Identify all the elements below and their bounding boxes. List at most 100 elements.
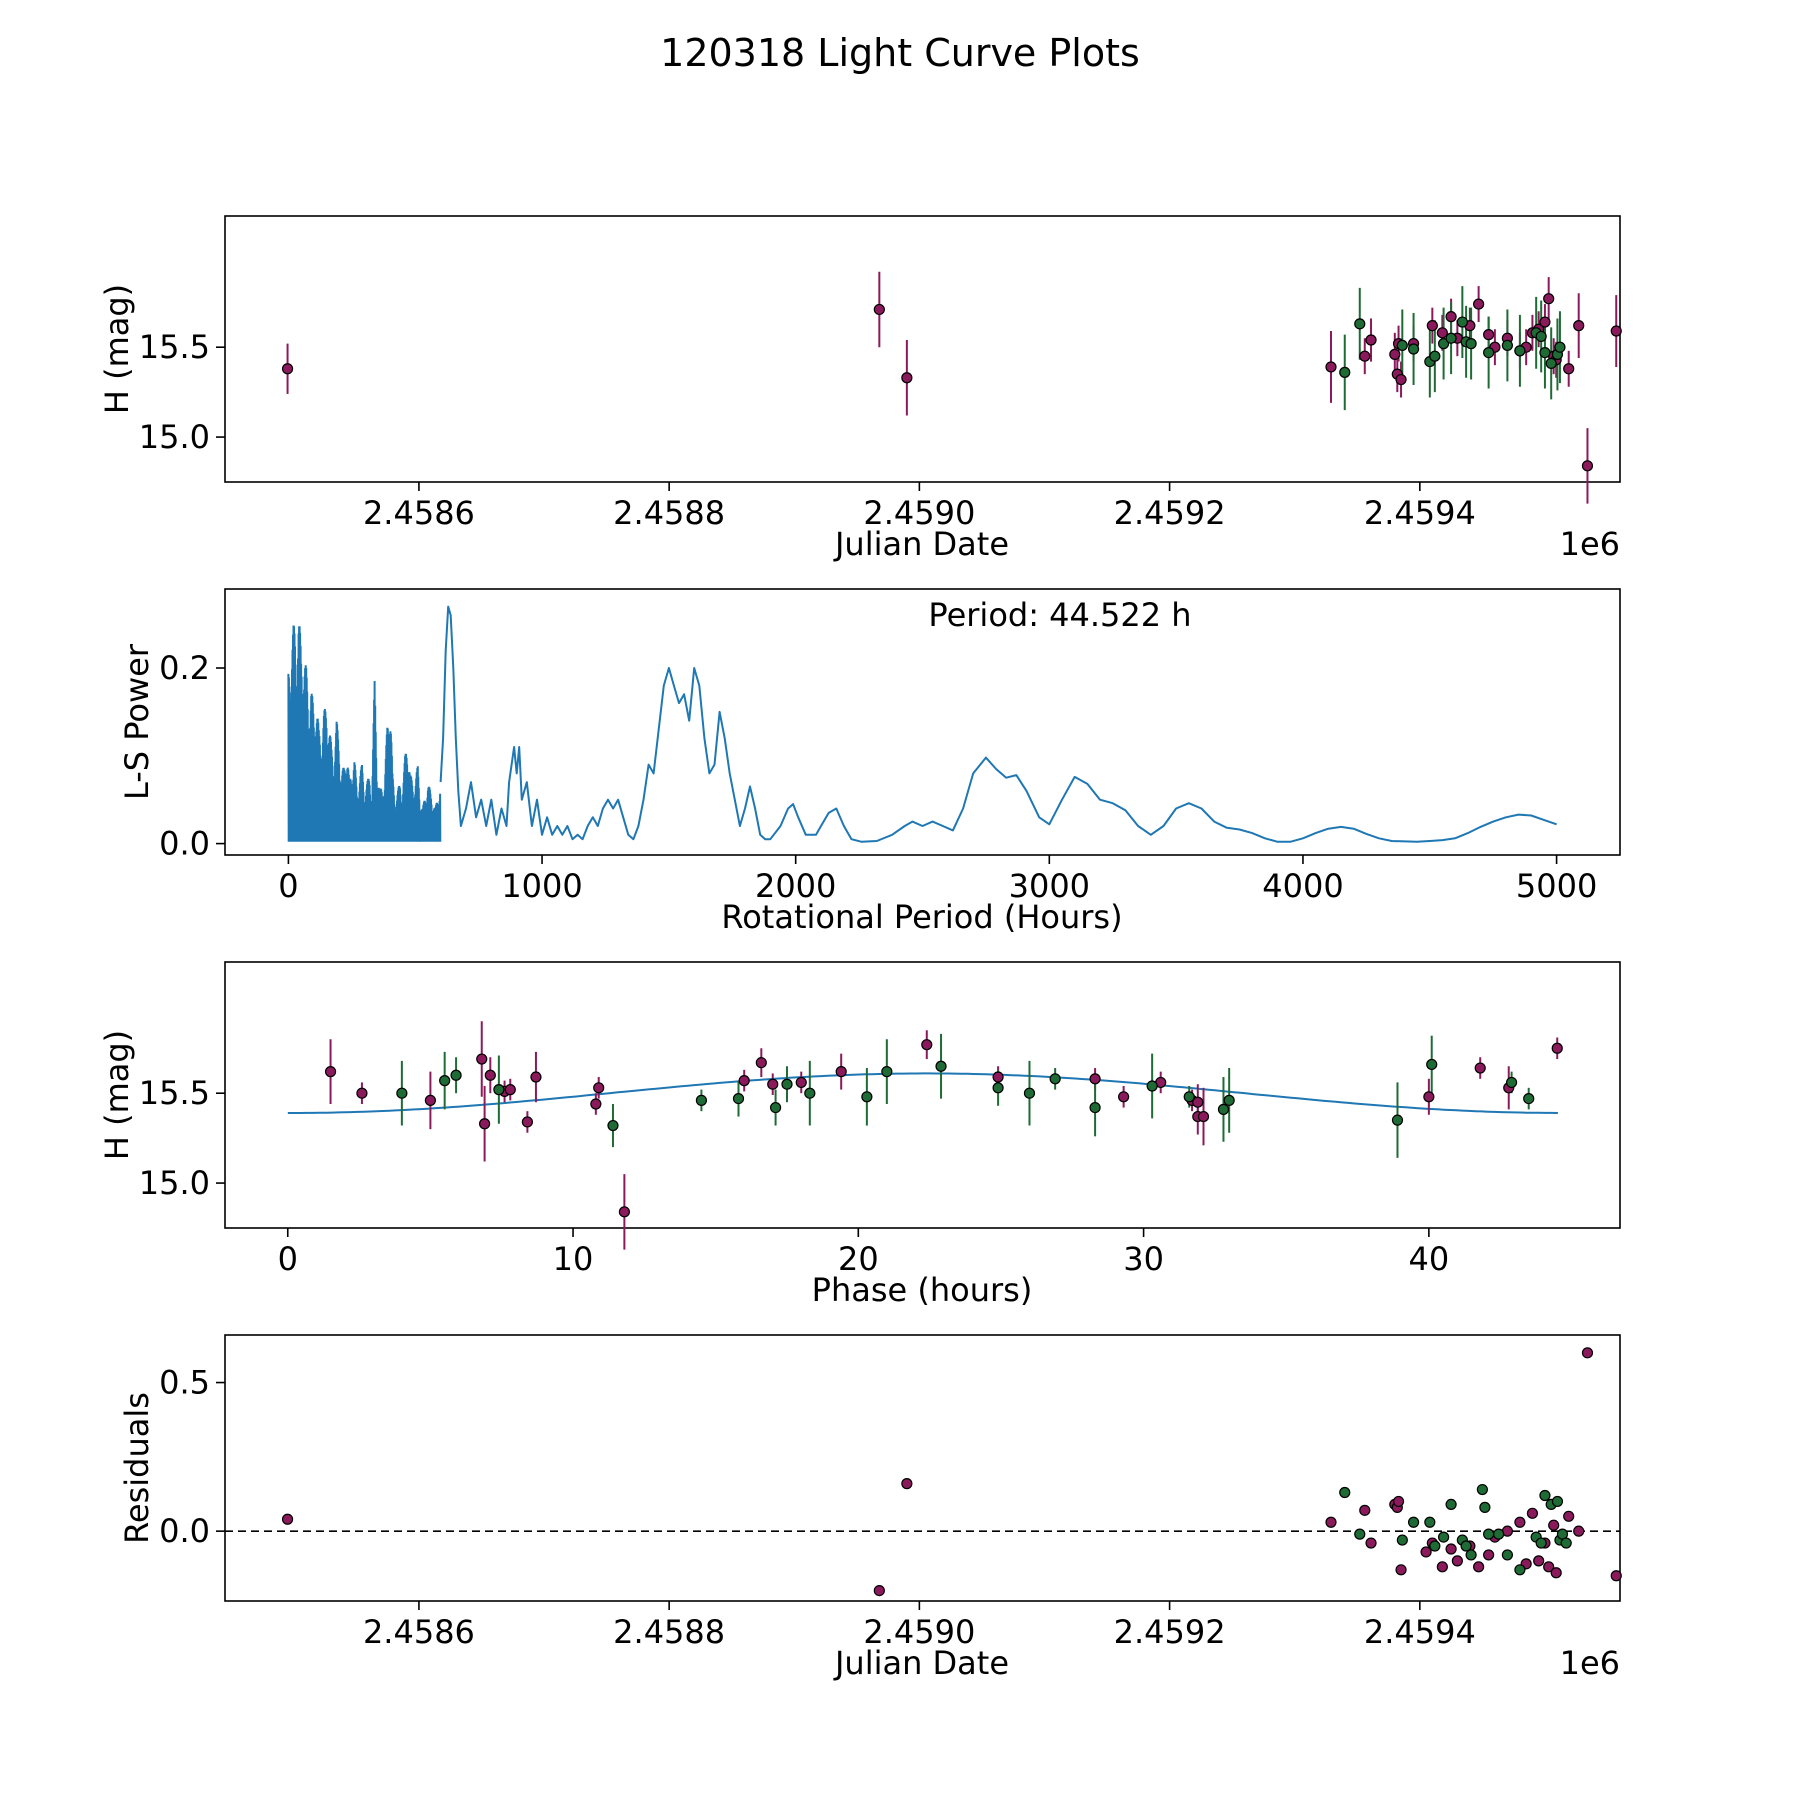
band-b-point [439, 1075, 451, 1087]
figure-title: 120318 Light Curve Plots [660, 31, 1140, 75]
x-tick-label: 0 [278, 867, 298, 905]
band-a-point [1365, 334, 1377, 346]
band-a-point [1423, 1091, 1435, 1103]
band-a-point [1426, 320, 1438, 332]
band-b-point [1354, 318, 1366, 330]
x-tick-label: 2.4592 [1114, 494, 1226, 532]
band-b-point [1501, 339, 1513, 352]
band-a-point [504, 1084, 516, 1096]
band-b-point [1396, 1534, 1408, 1546]
band-a-point [324, 1066, 337, 1078]
y-tick-label: 0.5 [159, 1364, 210, 1402]
x-tick-label: 2.4586 [363, 1613, 475, 1651]
band-a-point [1395, 373, 1407, 386]
band-b-point [396, 1087, 408, 1099]
residuals-marks [225, 1347, 1622, 1597]
band-b-point [1501, 1549, 1513, 1561]
band-a-point [281, 363, 294, 375]
band-a-point [1365, 1537, 1377, 1549]
band-b-point [1146, 1080, 1158, 1092]
band-a-point [1610, 1570, 1622, 1582]
band-b-point [1049, 1073, 1061, 1085]
x-tick-label: 20 [838, 1240, 879, 1278]
band-a-point [1420, 1546, 1432, 1558]
band-b-point [1483, 1528, 1495, 1540]
x-tick-label: 2.4594 [1364, 1613, 1476, 1651]
phase-curve-marks [287, 1021, 1563, 1250]
band-a-point [1543, 293, 1555, 305]
band-a-point [738, 1075, 750, 1087]
band-b-point [1437, 338, 1450, 350]
band-a-point [921, 1039, 933, 1051]
band-a-point [1526, 1507, 1539, 1519]
band-a-point [476, 1053, 488, 1065]
y-tick-label: 15.0 [139, 1164, 210, 1202]
band-b-point [1545, 357, 1557, 369]
residuals-x-label: Julian Date [833, 1644, 1009, 1682]
band-a-point [1436, 327, 1448, 339]
band-b-point [1505, 1076, 1518, 1089]
band-a-point [281, 1513, 294, 1525]
phase-curve-x-label: Phase (hours) [812, 1271, 1033, 1309]
band-a-point [992, 1071, 1004, 1083]
band-a-point [1543, 1561, 1555, 1573]
band-a-point [901, 372, 913, 384]
band-a-point [1118, 1091, 1130, 1103]
band-a-point [356, 1087, 368, 1099]
band-a-point [618, 1206, 630, 1218]
band-b-point [450, 1069, 462, 1081]
light-curve-x-offset: 1e6 [1560, 525, 1620, 563]
band-b-point [1535, 330, 1547, 343]
band-b-point [1456, 316, 1468, 328]
x-tick-label: 2.4588 [613, 1613, 725, 1651]
band-a-point [1581, 1347, 1594, 1359]
band-b-point [1551, 1495, 1564, 1508]
band-b-point [1554, 341, 1566, 353]
phase-curve-axes-frame [224, 961, 1621, 1229]
band-b-point [1493, 1528, 1505, 1540]
band-b-point [1535, 1537, 1547, 1549]
x-tick-label: 2.4590 [863, 1613, 975, 1651]
periodogram-x-label: Rotational Period (Hours) [721, 898, 1122, 936]
light-curve-ticks: 2.4586 2.4588 2.4590 2.4592 2.4594 15.0 15.5 [139, 328, 1476, 532]
residuals-axes-frame [224, 1334, 1621, 1602]
band-b-point [781, 1078, 793, 1090]
band-a-point [1483, 329, 1495, 341]
band-a-point [593, 1082, 605, 1094]
band-a-point [1514, 1516, 1526, 1528]
band-a-point [1548, 1519, 1560, 1531]
band-a-point [1197, 1110, 1210, 1123]
band-b-point [1476, 1483, 1488, 1496]
band-b-point [1445, 1498, 1457, 1511]
periodogram-axes-frame [224, 588, 1621, 856]
band-a-point [1089, 1073, 1101, 1085]
band-b-point [935, 1060, 947, 1072]
band-b-point [1429, 1540, 1441, 1552]
light-curve-x-label: Julian Date [833, 525, 1009, 563]
band-a-point [755, 1057, 767, 1069]
y-tick-label: 0.0 [159, 1512, 210, 1550]
periodogram-ticks: 0 1000 2000 3000 4000 5000 0.0 0.2 [159, 649, 1597, 905]
band-a-point [1473, 298, 1485, 310]
band-a-point [901, 1478, 913, 1490]
band-a-point [873, 303, 885, 316]
band-a-point [484, 1069, 496, 1081]
x-tick-label: 5000 [1516, 867, 1597, 905]
panel-light-curve: 2.4586 2.4588 2.4590 2.4592 2.4594 15.0 15.5 J… [98, 215, 1622, 563]
band-a-point [1395, 1564, 1407, 1576]
light-curve-axes-frame [224, 215, 1621, 483]
x-tick-label: 1000 [501, 867, 582, 905]
x-tick-label: 10 [553, 1240, 594, 1278]
band-a-point [1563, 1510, 1575, 1522]
band-b-point [1514, 1564, 1526, 1576]
band-a-point [521, 1116, 533, 1128]
band-b-point [1354, 1528, 1366, 1540]
band-b-point [769, 1101, 782, 1114]
band-b-point [1223, 1094, 1235, 1106]
residuals-y-label: Residuals [118, 1392, 156, 1544]
residuals-x-offset: 1e6 [1560, 1644, 1620, 1682]
y-tick-label: 15.5 [139, 1074, 210, 1112]
band-a-point [835, 1066, 847, 1078]
band-a-point [1581, 460, 1594, 472]
band-b-point [1339, 366, 1351, 378]
